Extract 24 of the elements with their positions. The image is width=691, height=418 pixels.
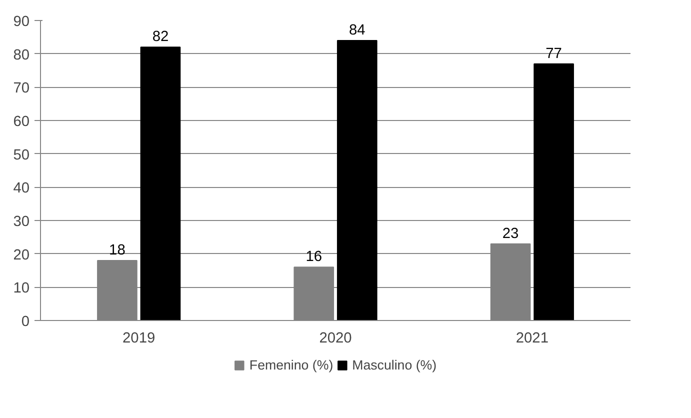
y-tick-label: 30 xyxy=(13,214,30,230)
y-tick-label: 10 xyxy=(13,280,30,297)
data-label: 23 xyxy=(502,226,519,242)
data-label: 18 xyxy=(109,242,126,258)
y-tick-label: 50 xyxy=(13,147,30,164)
y-tick-label: 70 xyxy=(13,80,30,97)
legend-label: Masculino (%) xyxy=(352,358,437,372)
data-label: 77 xyxy=(546,46,562,62)
bar xyxy=(140,46,181,320)
x-tick-label: 2019 xyxy=(122,330,156,346)
data-label: 84 xyxy=(348,22,366,38)
x-tick-label: 2020 xyxy=(319,330,352,346)
data-label: 16 xyxy=(306,249,322,266)
y-tick-label: 60 xyxy=(13,114,30,130)
y-tick-label: 90 xyxy=(13,14,30,30)
y-tick-label: 20 xyxy=(13,247,30,264)
x-tick-label: 2021 xyxy=(516,330,548,346)
y-tick-label: 40 xyxy=(13,180,30,197)
y-tick-label: 80 xyxy=(13,47,30,64)
data-label: 82 xyxy=(152,29,169,46)
bar xyxy=(336,40,378,320)
y-tick-label: 0 xyxy=(21,314,30,330)
bar xyxy=(534,63,574,320)
legend-label: Femenino (%) xyxy=(249,358,334,372)
